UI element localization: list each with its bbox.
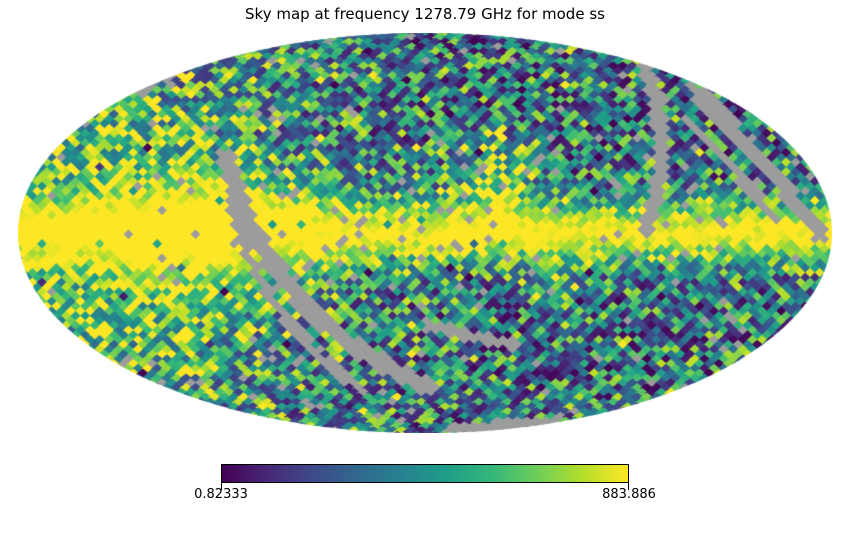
plot-title: Sky map at frequency 1278.79 GHz for mod…	[245, 5, 605, 23]
colorbar-tick-max	[628, 483, 629, 490]
colorbar-tick-min	[221, 483, 222, 490]
colorbar-min-label: 0.82333	[194, 487, 248, 502]
colorbar-max-label: 883.886	[602, 487, 656, 502]
colorbar	[221, 464, 629, 483]
sky-map-canvas	[18, 33, 832, 433]
